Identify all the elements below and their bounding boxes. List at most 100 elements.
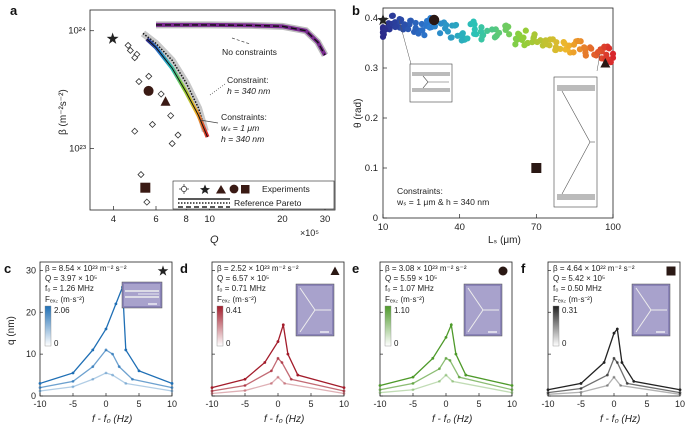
panel-f: f -10 -5 0 5 10 f - f₀ (Hz) β = 4.64 × 10²² m⁻²… [521, 261, 685, 425]
panel-f-fexc-max: 0.31 [562, 306, 578, 315]
b-design-point [421, 32, 428, 39]
a-ytick-label: 10²⁴ [68, 26, 86, 37]
panel-b-constraints-line2: wₛ = 1 μm & h = 340 nm [396, 197, 489, 207]
panel-f-point [579, 387, 583, 390]
panel-d-curve [211, 376, 345, 395]
panel-c-point [38, 389, 42, 393]
panel-d-point [270, 382, 273, 385]
panel-c-point [114, 302, 118, 306]
panel-e-letter: e [352, 261, 359, 276]
a-ytick-label: 10²³ [69, 143, 86, 154]
b-design-point [426, 24, 433, 31]
a-hollow-marker [126, 46, 134, 55]
panel-c-point [91, 365, 95, 369]
b-design-point [542, 37, 549, 44]
panel-d-point [289, 377, 293, 381]
panel-d-curve [211, 357, 345, 392]
b-design-point [570, 41, 578, 48]
b-exp-circle [428, 14, 440, 26]
annot-constraints-2-line3: h = 340 nm [221, 134, 264, 144]
panel-d-point [276, 375, 280, 379]
panel-d-point [283, 382, 286, 385]
b-design-point [458, 37, 465, 44]
a-hollow-marker [124, 41, 132, 50]
panel-e-f0: f₀ = 1.07 MHz [385, 284, 434, 293]
panel-c-f0: f₀ = 1.26 MHz [45, 284, 94, 293]
panel-c: c -10 -5 0 5 10 f - f₀ (Hz) 0 10 20 30 q (nm) β = 8.… [4, 261, 177, 425]
b-design-point [582, 52, 589, 59]
panel-f-point [632, 379, 636, 383]
b-design-point [477, 28, 485, 35]
panel-d-point [286, 352, 290, 356]
panel-f-xtick-label: -10 [541, 399, 554, 409]
panel-e-point [451, 379, 454, 383]
a-xtick-label: 4 [111, 214, 116, 225]
panel-b-scatter [377, 12, 617, 173]
b-design-point [447, 34, 454, 41]
panel-d-fexc-min: 0 [226, 339, 231, 348]
b-design-point [495, 29, 503, 36]
b-design-point [531, 31, 538, 38]
panel-e-point [510, 384, 514, 387]
a-xtick-label: 8 [184, 214, 189, 225]
panel-f-point [625, 382, 629, 385]
panel-f-f0: f₀ = 0.50 MHz [553, 284, 602, 293]
panel-c-point [71, 371, 75, 375]
panel-d-point [210, 392, 214, 395]
a-exp-square [140, 182, 151, 193]
b-exp-triangle [600, 58, 611, 68]
a-hollow-marker [143, 198, 151, 206]
panel-d-point [281, 323, 285, 327]
panel-d-f0: f₀ = 0.71 MHz [217, 284, 266, 293]
panel-e-fexc-min: 0 [394, 339, 399, 348]
panel-d-point [342, 392, 346, 395]
panel-f-point [612, 356, 616, 360]
panel-f-point [619, 384, 622, 387]
b-design-point [436, 30, 444, 37]
panel-e-xtick-label: 0 [443, 399, 448, 409]
a-hollow-marker [167, 112, 175, 120]
legend-reference-pareto-label: Reference Pareto [234, 198, 302, 208]
panel-d-beta: β = 2.52 × 10²³ m⁻² s⁻² [217, 264, 299, 273]
b-design-point [464, 35, 471, 42]
panel-c-fexc-label: Fₑₓ꜀ (m·s⁻²) [45, 295, 85, 304]
b-design-point [512, 35, 520, 42]
panel-f-point [612, 375, 616, 379]
b-design-point [561, 40, 568, 47]
panel-d-xtick-label: 0 [275, 399, 280, 409]
b-design-point [512, 41, 519, 48]
b-design-point [437, 20, 445, 27]
legend-error-marker [179, 184, 189, 194]
panel-c-xtick-label: 5 [136, 399, 141, 409]
panel-a-y-ticks: 10²⁴ 10²³ [68, 26, 94, 154]
a-exp-circle [143, 85, 154, 96]
panel-e-point [438, 379, 441, 383]
panel-d-point [280, 361, 284, 364]
b-design-point [488, 26, 496, 33]
panel-a-xlabel: Q [210, 234, 219, 246]
panel-e-point [444, 373, 448, 377]
b-design-point [603, 54, 610, 61]
a-curve-constraint-h [142, 32, 207, 132]
panel-f-point [602, 361, 606, 364]
panel-f-point [546, 388, 550, 392]
panel-f-point [678, 391, 682, 395]
panel-d-curve [211, 324, 345, 389]
panel-e-point [411, 375, 415, 379]
panel-d-point [263, 361, 267, 364]
panel-e-xtick-label: -5 [409, 399, 417, 409]
panel-b-x-ticks: 10 40 70 100 [378, 214, 621, 233]
panel-d-point [276, 340, 280, 343]
panel-d-fexc-label: Fₑₓ꜀ (m·s⁻²) [217, 295, 257, 304]
b-design-point [471, 30, 478, 37]
b-design-point [574, 37, 582, 45]
panel-d-point [342, 386, 346, 390]
panel-e-curve [379, 322, 513, 387]
b-ytick-label: 0.2 [365, 113, 378, 124]
panel-d-point [276, 356, 280, 360]
a-curve-constraints-ws-h-ref [146, 38, 208, 138]
panel-b-xlabel: Lₛ (μm) [488, 235, 521, 246]
panel-e-marker [498, 266, 508, 276]
b-design-point [609, 50, 617, 57]
